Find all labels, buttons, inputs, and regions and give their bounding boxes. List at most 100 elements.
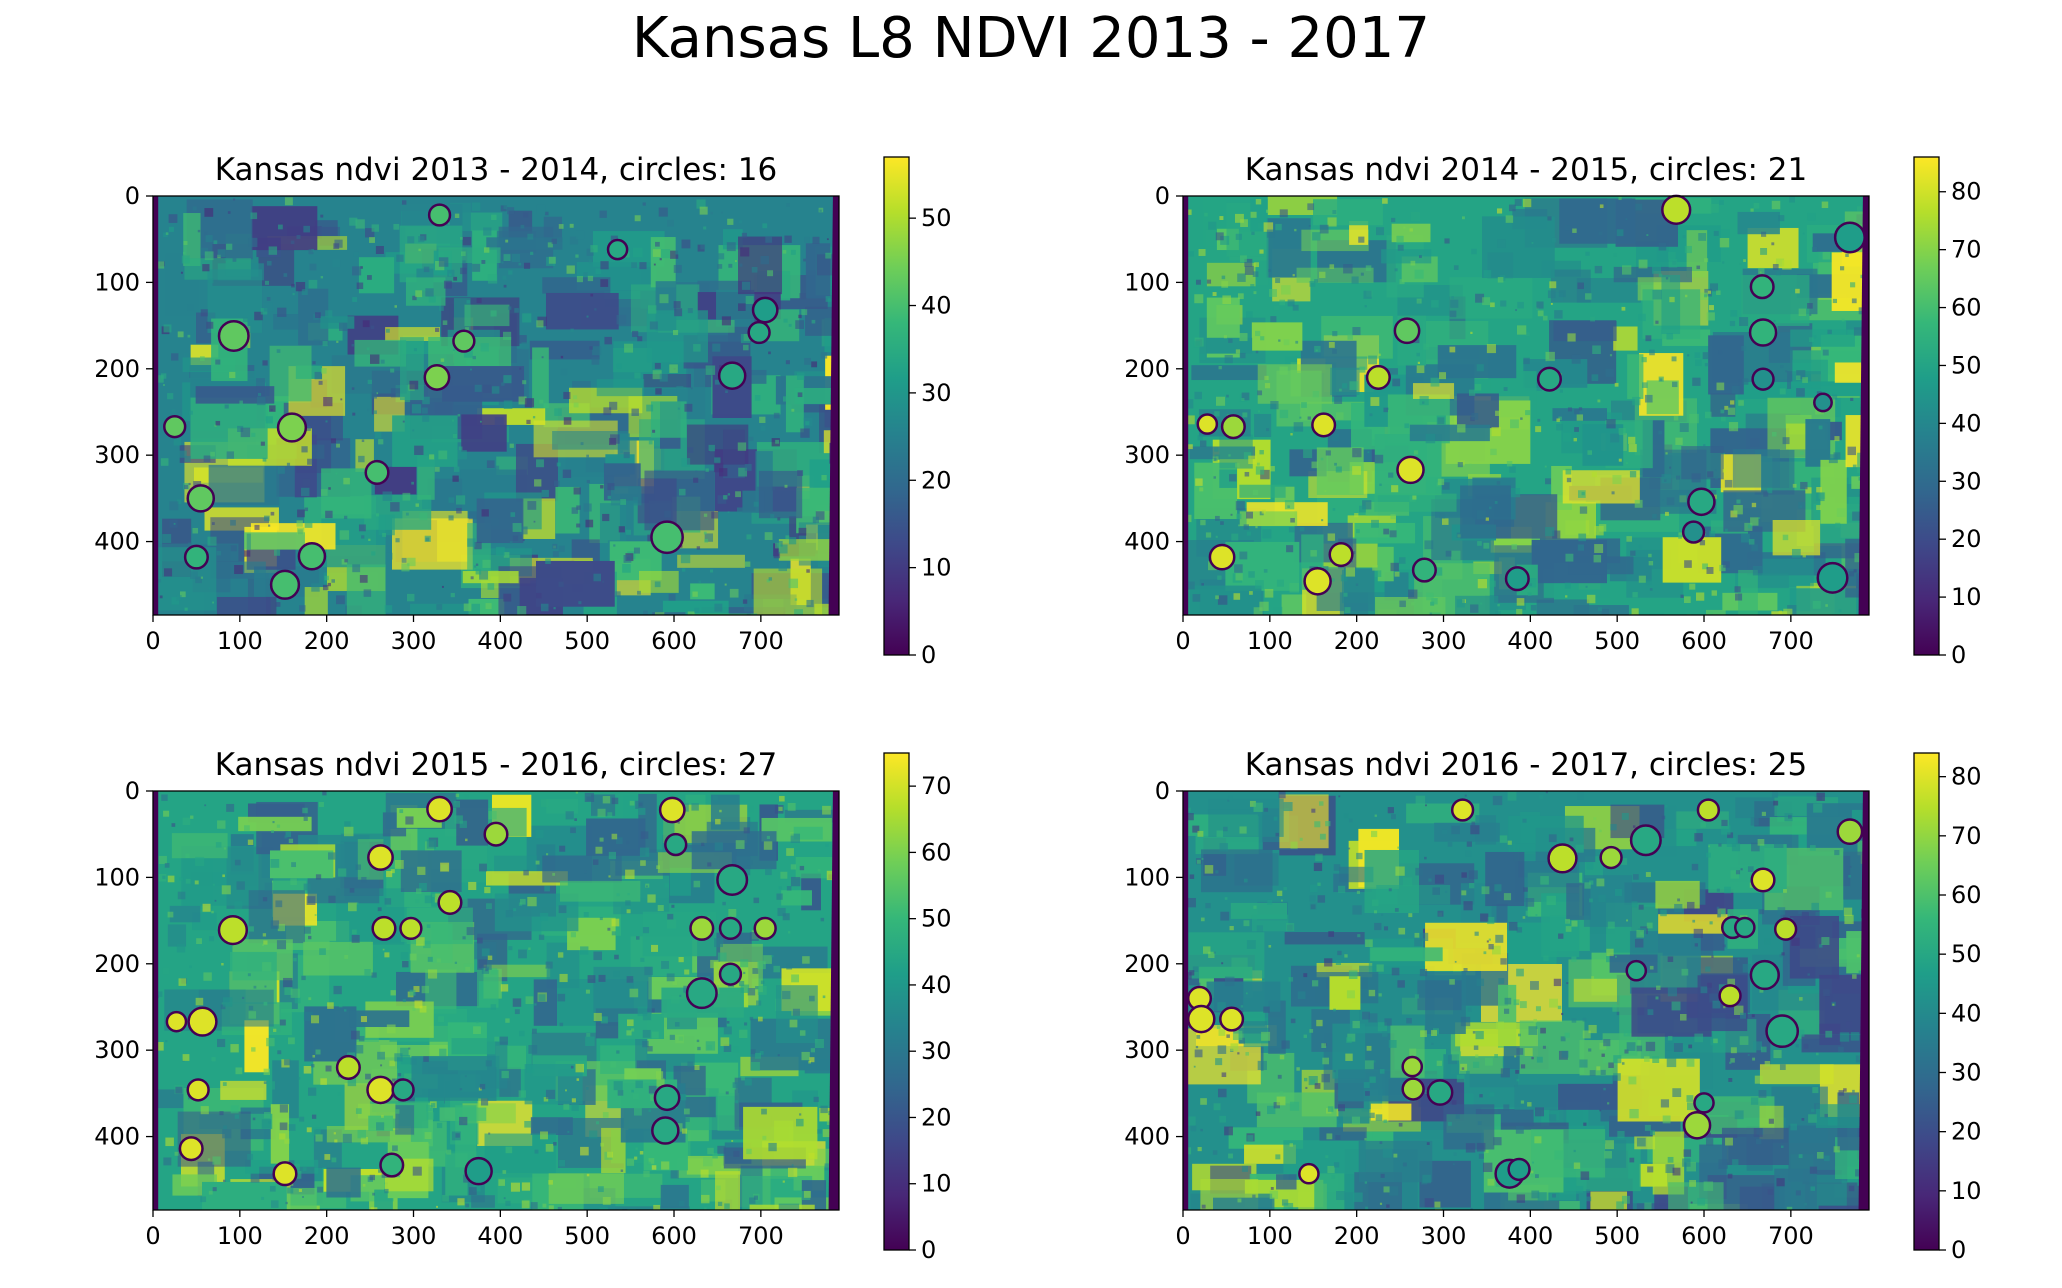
speckle <box>263 1111 271 1119</box>
speckle <box>421 407 428 414</box>
speckle <box>625 900 631 906</box>
speckle <box>616 1050 620 1054</box>
speckle <box>1235 349 1241 354</box>
speckle <box>294 997 301 1004</box>
y-tick-label: 300 <box>94 441 140 469</box>
speckle <box>464 1075 467 1078</box>
speckle <box>1216 830 1223 837</box>
detected-circle <box>186 484 216 513</box>
speckle <box>721 316 731 326</box>
speckle <box>637 1006 648 1017</box>
speckle <box>220 1004 226 1010</box>
speckle <box>789 831 794 836</box>
speckle <box>1781 952 1785 956</box>
speckle <box>1730 1058 1735 1063</box>
speckle <box>1406 1017 1412 1024</box>
speckle <box>565 811 574 820</box>
speckle <box>759 416 766 423</box>
speckle <box>1192 594 1201 602</box>
field-block <box>1284 932 1365 945</box>
speckle <box>1276 579 1284 587</box>
speckle <box>749 1197 756 1204</box>
speckle <box>1352 327 1361 336</box>
speckle <box>481 509 489 517</box>
speckle <box>815 511 825 520</box>
speckle <box>356 282 364 290</box>
speckle <box>1572 228 1577 233</box>
speckle <box>362 1183 366 1187</box>
speckle <box>600 1016 608 1024</box>
speckle <box>422 414 430 422</box>
speckle <box>200 1106 209 1115</box>
speckle <box>169 501 179 511</box>
speckle <box>1292 304 1299 311</box>
y-tick-label: 0 <box>125 777 140 805</box>
speckle <box>576 505 581 510</box>
speckle <box>1200 519 1206 526</box>
speckle <box>585 989 590 994</box>
speckle <box>1422 1174 1431 1184</box>
speckle <box>1388 1040 1397 1048</box>
speckle <box>1369 1112 1375 1119</box>
speckle <box>376 1122 385 1131</box>
speckle <box>1796 388 1805 397</box>
speckle <box>1503 387 1508 391</box>
speckle <box>825 252 832 259</box>
speckle <box>611 918 620 927</box>
speckle <box>1649 588 1653 591</box>
speckle <box>423 1056 429 1062</box>
speckle <box>1671 356 1677 362</box>
speckle <box>1348 847 1351 850</box>
speckle <box>1279 1054 1285 1060</box>
speckle <box>780 871 788 879</box>
speckle <box>356 902 359 905</box>
speckle <box>348 902 357 912</box>
speckle <box>490 968 498 975</box>
speckle <box>713 462 724 473</box>
field-block <box>169 905 201 923</box>
ndvi-image <box>1183 196 1869 615</box>
speckle <box>1825 1030 1833 1038</box>
colorbar-tick-label: 30 <box>1951 1059 1982 1087</box>
speckle <box>664 883 669 888</box>
speckle <box>1718 1159 1728 1169</box>
speckle <box>526 419 531 425</box>
speckle <box>1352 550 1356 555</box>
speckle <box>407 557 416 567</box>
speckle <box>642 927 650 934</box>
speckle <box>217 249 226 258</box>
detected-circle <box>335 1054 361 1080</box>
speckle <box>1290 517 1295 523</box>
speckle <box>563 1103 570 1110</box>
speckle <box>729 588 739 598</box>
speckle <box>1228 454 1231 457</box>
speckle <box>1378 353 1381 357</box>
speckle <box>488 811 497 820</box>
speckle <box>1196 859 1201 864</box>
speckle <box>1652 290 1662 300</box>
speckle <box>536 592 542 599</box>
speckle <box>635 800 644 809</box>
speckle <box>786 886 792 891</box>
speckle <box>370 392 377 399</box>
speckle <box>771 486 776 491</box>
speckle <box>1768 1118 1774 1124</box>
speckle <box>203 972 212 981</box>
colorbar-tick-label: 70 <box>1951 236 1982 264</box>
speckle <box>632 330 639 338</box>
speckle <box>503 400 513 409</box>
speckle <box>213 240 218 245</box>
speckle <box>1489 580 1496 587</box>
speckle <box>1795 288 1800 294</box>
speckle <box>394 860 404 869</box>
speckle <box>757 986 767 995</box>
speckle <box>743 971 746 975</box>
speckle <box>1326 1133 1333 1140</box>
speckle <box>1505 215 1514 223</box>
speckle <box>1368 1013 1378 1023</box>
field-block <box>358 1103 396 1119</box>
speckle <box>1452 1163 1455 1166</box>
speckle <box>207 1158 211 1161</box>
speckle <box>1748 539 1755 545</box>
speckle <box>1429 612 1433 615</box>
